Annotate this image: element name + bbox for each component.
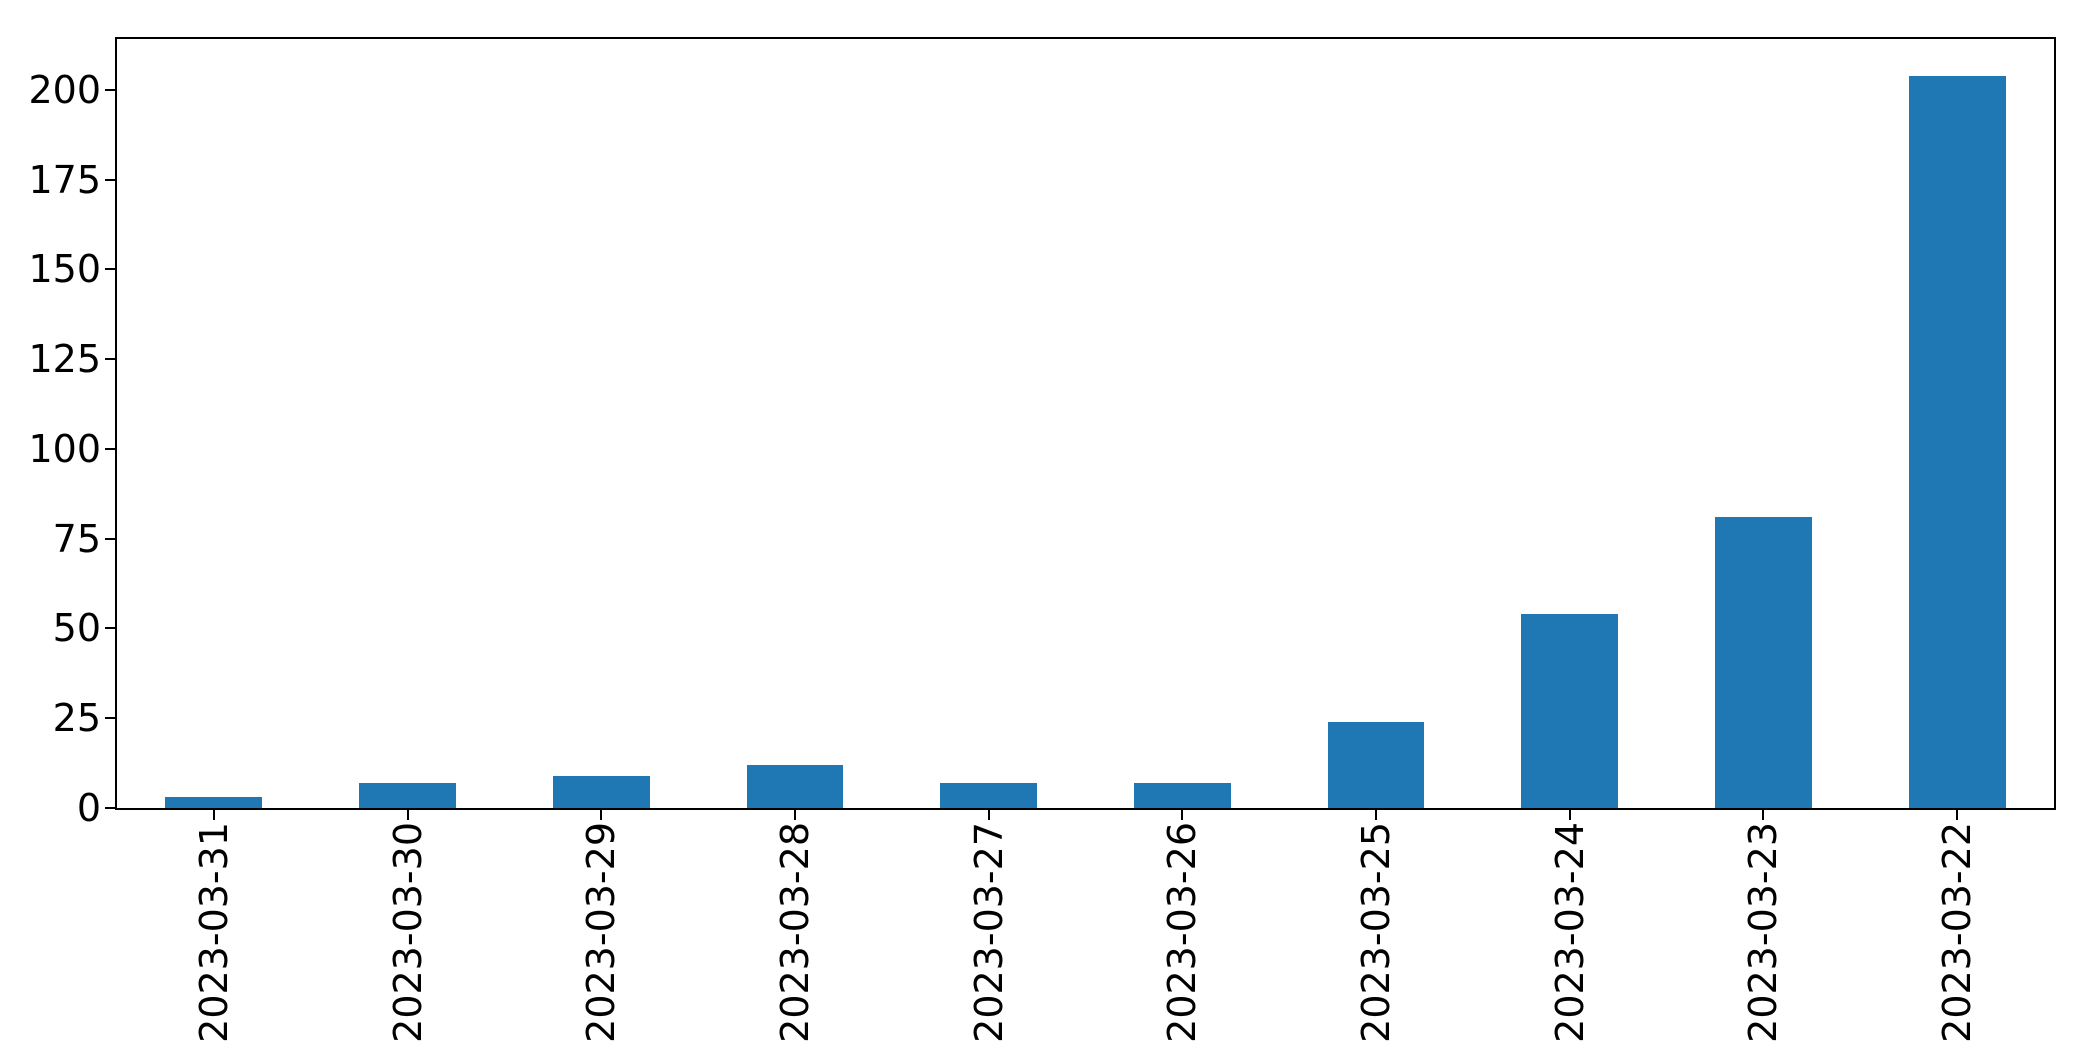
y-tick <box>105 178 115 181</box>
x-tick <box>212 810 215 820</box>
x-tick-label: 2023-03-25 <box>1354 822 1399 1043</box>
x-tick <box>793 810 796 820</box>
x-tick-label: 2023-03-26 <box>1160 822 1205 1043</box>
y-tick <box>105 358 115 361</box>
x-tick-label: 2023-03-30 <box>385 822 430 1043</box>
x-tick-label: 2023-03-23 <box>1741 822 1786 1043</box>
x-tick <box>600 810 603 820</box>
plot-area <box>105 37 2056 820</box>
y-tick <box>105 447 115 450</box>
x-tick-label: 2023-03-28 <box>772 822 817 1043</box>
x-tick <box>1181 810 1184 820</box>
x-tick-label: 2023-03-31 <box>191 822 236 1043</box>
x-tick-label: 2023-03-27 <box>966 822 1011 1043</box>
bar <box>940 782 1038 808</box>
y-tick-label: 200 <box>28 67 101 112</box>
y-tick <box>105 717 115 720</box>
y-tick-label: 0 <box>76 786 101 830</box>
x-tick <box>1956 810 1959 820</box>
x-tick <box>1568 810 1571 820</box>
bar <box>1715 517 1812 808</box>
y-tick-label: 150 <box>28 247 101 292</box>
bar <box>1327 721 1425 808</box>
bar <box>552 775 650 808</box>
x-tick <box>1375 810 1378 820</box>
bar <box>1908 75 2006 808</box>
x-tick <box>1762 810 1765 820</box>
x-tick-label: 2023-03-24 <box>1547 822 1592 1043</box>
bar <box>165 797 263 808</box>
y-tick-label: 50 <box>52 606 101 651</box>
x-tick-label: 2023-03-22 <box>1935 822 1980 1043</box>
y-tick-label: 100 <box>28 426 101 471</box>
bar <box>746 764 844 808</box>
y-tick-label: 25 <box>52 696 101 741</box>
bar <box>1521 614 1619 808</box>
y-tick-label: 125 <box>28 337 101 382</box>
x-tick <box>406 810 409 820</box>
x-tick <box>987 810 990 820</box>
y-tick-label: 175 <box>28 157 101 202</box>
y-tick <box>105 88 115 91</box>
y-tick <box>105 268 115 271</box>
y-tick <box>105 537 115 540</box>
y-tick <box>105 627 115 630</box>
y-tick <box>105 807 115 809</box>
x-tick-label: 2023-03-29 <box>579 822 624 1043</box>
bar <box>359 782 456 808</box>
y-tick-label: 75 <box>52 516 101 561</box>
bar <box>1133 782 1231 808</box>
